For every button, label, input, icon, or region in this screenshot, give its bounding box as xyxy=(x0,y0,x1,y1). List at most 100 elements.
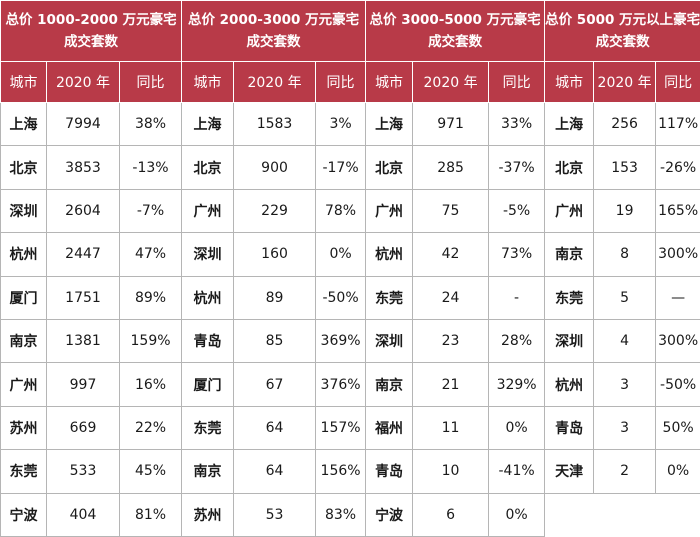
yoy-cell: 89% xyxy=(118,275,183,320)
city-cell: 深圳 xyxy=(544,318,595,364)
col-yoy-header: 同比 xyxy=(488,61,546,103)
table-row: 东莞 533 45% 南京 64 156% 青岛 10 -41% 天津 2 0% xyxy=(0,449,700,494)
city-cell: 广州 xyxy=(544,188,595,234)
yoy-cell: 300% xyxy=(655,318,700,364)
city-cell: 青岛 xyxy=(365,449,414,494)
city-cell: 南京 xyxy=(365,362,414,407)
table-row: 南京 1381 159% 青岛 85 369% 深圳 23 28% 深圳 4 300% xyxy=(0,318,700,364)
yoy-cell: -41% xyxy=(488,449,546,494)
city-cell: 青岛 xyxy=(544,405,595,451)
count-cell: 21 xyxy=(412,362,490,407)
yoy-cell: 0% xyxy=(315,232,367,277)
yoy-cell: -50% xyxy=(315,275,367,320)
yoy-cell: 157% xyxy=(315,405,367,451)
yoy-cell: — xyxy=(655,275,700,320)
table-row: 广州 997 16% 厦门 67 376% 南京 21 329% 杭州 3 -50% xyxy=(0,362,700,407)
yoy-cell: 81% xyxy=(118,492,183,537)
yoy-cell: 50% xyxy=(655,405,700,451)
city-cell: 杭州 xyxy=(365,232,414,277)
yoy-cell: 329% xyxy=(488,362,546,407)
yoy-cell: 159% xyxy=(118,318,183,364)
count-cell: 11 xyxy=(412,405,490,451)
city-cell: 南京 xyxy=(0,318,47,364)
city-cell: 福州 xyxy=(365,405,414,451)
group-title: 总价 2000-3000 万元豪宅成交套数 xyxy=(181,0,367,62)
count-cell: 285 xyxy=(412,145,490,190)
city-cell: 东莞 xyxy=(0,449,47,494)
count-cell: 1583 xyxy=(233,101,317,147)
count-cell: 8 xyxy=(593,232,657,277)
group-title: 总价 1000-2000 万元豪宅成交套数 xyxy=(0,0,183,62)
group-header-row: 总价 1000-2000 万元豪宅成交套数 总价 2000-3000 万元豪宅成… xyxy=(0,0,700,62)
count-cell: 7994 xyxy=(46,101,120,147)
column-header-row: 城市 2020 年 同比 城市 2020 年 同比 城市 2020 年 同比 城… xyxy=(0,61,700,103)
city-cell: 杭州 xyxy=(544,362,595,407)
yoy-cell: -50% xyxy=(655,362,700,407)
count-cell: 75 xyxy=(412,188,490,234)
yoy-cell: 73% xyxy=(488,232,546,277)
city-cell: 广州 xyxy=(0,362,47,407)
col-city-header: 城市 xyxy=(365,61,414,103)
city-cell: 深圳 xyxy=(0,188,47,234)
count-cell: 67 xyxy=(233,362,317,407)
city-cell: 深圳 xyxy=(365,318,414,364)
city-cell: 北京 xyxy=(181,145,235,190)
city-cell: 宁波 xyxy=(365,492,414,537)
city-cell: 天津 xyxy=(544,449,595,494)
city-cell: 上海 xyxy=(544,101,595,147)
city-cell: 东莞 xyxy=(181,405,235,451)
city-cell: 广州 xyxy=(181,188,235,234)
yoy-cell: 165% xyxy=(655,188,700,234)
table-row: 苏州 669 22% 东莞 64 157% 福州 11 0% 青岛 3 50% xyxy=(0,405,700,451)
count-cell: 19 xyxy=(593,188,657,234)
count-cell: 900 xyxy=(233,145,317,190)
count-cell: 3 xyxy=(593,405,657,451)
col-city-header: 城市 xyxy=(181,61,235,103)
col-year-header: 2020 年 xyxy=(233,61,317,103)
yoy-cell: -17% xyxy=(315,145,367,190)
yoy-cell: 0% xyxy=(655,449,700,494)
count-cell: 256 xyxy=(593,101,657,147)
table-row: 宁波 404 81% 苏州 53 83% 宁波 6 0% xyxy=(0,492,700,537)
count-cell: 669 xyxy=(46,405,120,451)
yoy-cell: -13% xyxy=(118,145,183,190)
count-cell: 23 xyxy=(412,318,490,364)
col-city-header: 城市 xyxy=(544,61,595,103)
yoy-cell: -26% xyxy=(655,145,700,190)
city-cell: 宁波 xyxy=(0,492,47,537)
count-cell: 153 xyxy=(593,145,657,190)
city-cell: 苏州 xyxy=(0,405,47,451)
table-row: 厦门 1751 89% 杭州 89 -50% 东莞 24- 东莞 5— xyxy=(0,275,700,320)
count-cell: 160 xyxy=(233,232,317,277)
group-title: 总价 3000-5000 万元豪宅成交套数 xyxy=(365,0,546,62)
count-cell: 533 xyxy=(46,449,120,494)
count-cell: 971 xyxy=(412,101,490,147)
yoy-cell: 0% xyxy=(488,405,546,451)
yoy-cell: 369% xyxy=(315,318,367,364)
yoy-cell: 16% xyxy=(118,362,183,407)
count-cell: 89 xyxy=(233,275,317,320)
city-cell: 东莞 xyxy=(365,275,414,320)
yoy-cell: - xyxy=(488,275,546,320)
city-cell: 上海 xyxy=(181,101,235,147)
count-cell: 5 xyxy=(593,275,657,320)
city-cell: 北京 xyxy=(365,145,414,190)
city-cell: 东莞 xyxy=(544,275,595,320)
yoy-cell: 3% xyxy=(315,101,367,147)
col-yoy-header: 同比 xyxy=(315,61,367,103)
group-title: 总价 5000 万元以上豪宅成交套数 xyxy=(544,0,700,62)
yoy-cell: -37% xyxy=(488,145,546,190)
table-row: 深圳 2604 -7% 广州 229 78% 广州 75 -5% 广州 19 165% xyxy=(0,188,700,234)
yoy-cell: 22% xyxy=(118,405,183,451)
city-cell: 南京 xyxy=(181,449,235,494)
city-cell: 杭州 xyxy=(0,232,47,277)
yoy-cell: 156% xyxy=(315,449,367,494)
yoy-cell: 38% xyxy=(118,101,183,147)
col-year-header: 2020 年 xyxy=(46,61,120,103)
city-cell: 广州 xyxy=(365,188,414,234)
yoy-cell: 376% xyxy=(315,362,367,407)
count-cell: 1381 xyxy=(46,318,120,364)
yoy-cell: 0% xyxy=(488,492,546,537)
col-yoy-header: 同比 xyxy=(118,61,183,103)
